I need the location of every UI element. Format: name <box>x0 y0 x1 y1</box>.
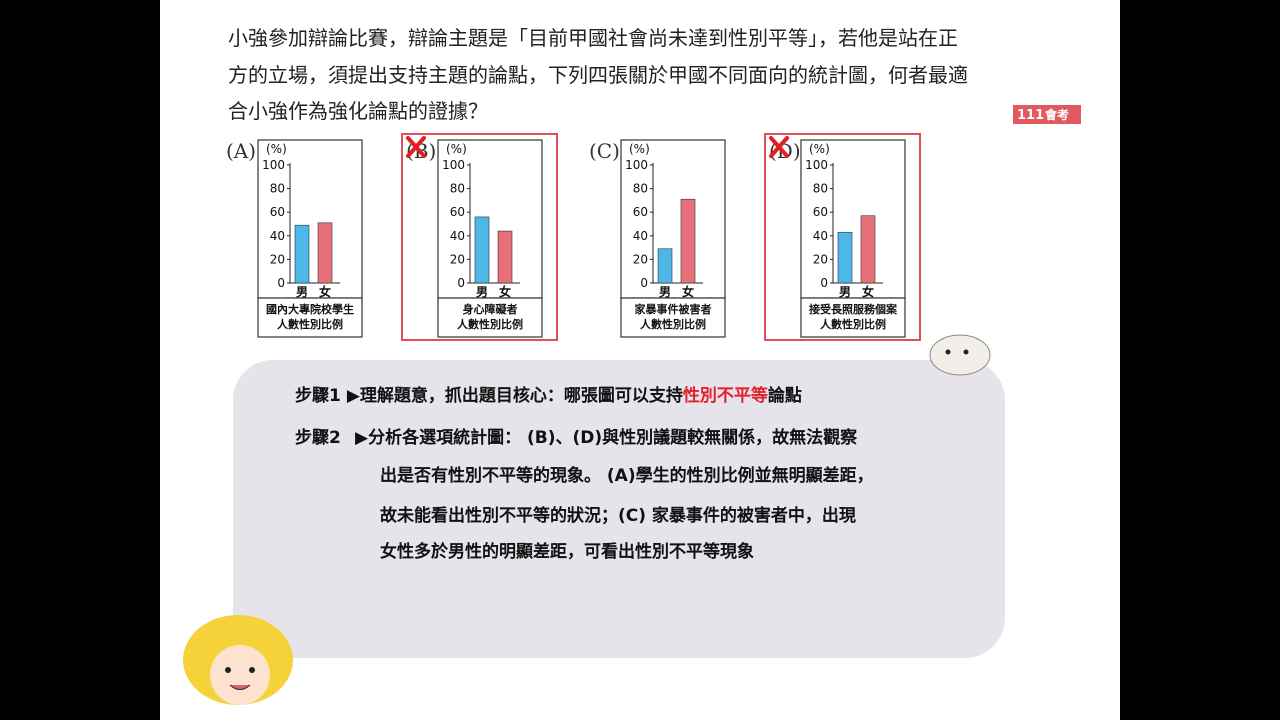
y-tick-label: 100 <box>805 158 828 172</box>
bar <box>657 248 673 284</box>
option-label: (C) <box>589 139 620 163</box>
chart-caption: 接受長照服務個案 <box>809 302 898 316</box>
x-tick-label: 女 <box>862 284 874 299</box>
bar <box>294 224 310 284</box>
caption-frame <box>620 297 726 338</box>
question-line: 方的立場，須提出支持主題的論點，下列四張關於甲國不同面向的統計圖，何者最適 <box>228 63 968 87</box>
chart-frame <box>257 139 363 299</box>
caption-frame <box>800 297 906 338</box>
y-tick-label: 60 <box>633 205 648 219</box>
step-line: ▶分析各選項統計圖： (B)、(D)與性別議題較無關係，故無法觀察 <box>355 427 858 448</box>
cross-mark <box>406 136 426 158</box>
question-line: 合小強作為強化論點的證據？ <box>228 99 488 123</box>
step-line: 出是否有性別不平等的現象。 (A)學生的性別比例並無明顯差距， <box>380 465 874 486</box>
y-tick-label: 80 <box>450 182 465 196</box>
y-tick-label: 100 <box>442 158 465 172</box>
x-tick-label: 女 <box>499 284 511 299</box>
bar <box>317 222 333 284</box>
caption-frame <box>257 297 363 338</box>
girl-decoration <box>183 615 293 705</box>
y-tick-label: 0 <box>457 276 465 290</box>
step-line: 故未能看出性別不平等的狀況；(C) 家暴事件的被害者中，出現 <box>380 505 856 526</box>
step-line: 女性多於男性的明顯差距，可看出性別不平等現象 <box>380 541 754 562</box>
y-tick-label: 40 <box>813 229 828 243</box>
option-label: (A) <box>226 139 256 163</box>
y-tick-label: 0 <box>820 276 828 290</box>
y-tick-label: 0 <box>277 276 285 290</box>
chart-caption: 身心障礙者 <box>463 302 518 316</box>
unit-label: (%) <box>266 142 287 156</box>
badge-text: 會考 <box>1045 107 1069 122</box>
unit-label: (%) <box>629 142 650 156</box>
bar <box>680 198 696 284</box>
chart-caption: 家暴事件被害者 <box>635 302 712 316</box>
cross-mark <box>769 136 789 158</box>
y-tick-label: 20 <box>450 252 465 266</box>
x-tick-label: 女 <box>682 284 694 299</box>
y-tick-label: 40 <box>633 229 648 243</box>
bar <box>474 216 490 284</box>
highlight-frame <box>401 133 558 341</box>
y-tick-label: 20 <box>813 252 828 266</box>
chart-caption: 國內大專院校學生 <box>266 302 354 316</box>
y-tick-label: 100 <box>625 158 648 172</box>
y-tick-label: 80 <box>633 182 648 196</box>
step-text: 步驟1 ▶理解題意，抓出題目核心：哪張圖可以支持性別不平等論點 <box>295 385 802 406</box>
y-tick-label: 40 <box>270 229 285 243</box>
y-tick-label: 60 <box>270 205 285 219</box>
chart-frame <box>437 139 543 299</box>
step-highlight: 性別不平等 <box>683 385 768 406</box>
x-tick-label: 男 <box>296 285 308 299</box>
bar <box>860 215 876 284</box>
bar <box>497 230 513 284</box>
y-tick-label: 100 <box>262 158 285 172</box>
x-tick-label: 男 <box>839 285 851 299</box>
x-tick-label: 男 <box>476 285 488 299</box>
badge-year: 111 <box>1017 108 1044 123</box>
question-line: 小強參加辯論比賽，辯論主題是「目前甲國社會尚未達到性別平等」，若他是站在正 <box>228 26 958 50</box>
y-tick-label: 60 <box>450 205 465 219</box>
explanation-box <box>233 360 1005 658</box>
y-tick-label: 80 <box>270 182 285 196</box>
chart-caption: 人數性別比例 <box>640 317 706 331</box>
chart-caption: 人數性別比例 <box>457 317 523 331</box>
badge <box>1013 105 1081 124</box>
y-tick-label: 0 <box>640 276 648 290</box>
y-tick-label: 80 <box>813 182 828 196</box>
y-tick-label: 60 <box>813 205 828 219</box>
y-tick-label: 20 <box>633 252 648 266</box>
highlight-frame <box>764 133 921 341</box>
chart-caption: 人數性別比例 <box>820 317 886 331</box>
unit-label: (%) <box>446 142 467 156</box>
chart-frame <box>800 139 906 299</box>
chart-frame <box>620 139 726 299</box>
step-segment: 論點 <box>768 385 802 406</box>
chart-caption: 人數性別比例 <box>277 317 343 331</box>
y-tick-label: 20 <box>270 252 285 266</box>
cat-decoration <box>929 334 991 376</box>
x-tick-label: 男 <box>659 285 671 299</box>
step-label: 步驟2 <box>295 427 341 448</box>
bar <box>837 231 853 284</box>
caption-frame <box>437 297 543 338</box>
step-segment: ▶理解題意，抓出題目核心：哪張圖可以支持 <box>347 385 683 406</box>
y-tick-label: 40 <box>450 229 465 243</box>
x-tick-label: 女 <box>319 284 331 299</box>
step-label: 步驟1 <box>295 385 341 406</box>
unit-label: (%) <box>809 142 830 156</box>
